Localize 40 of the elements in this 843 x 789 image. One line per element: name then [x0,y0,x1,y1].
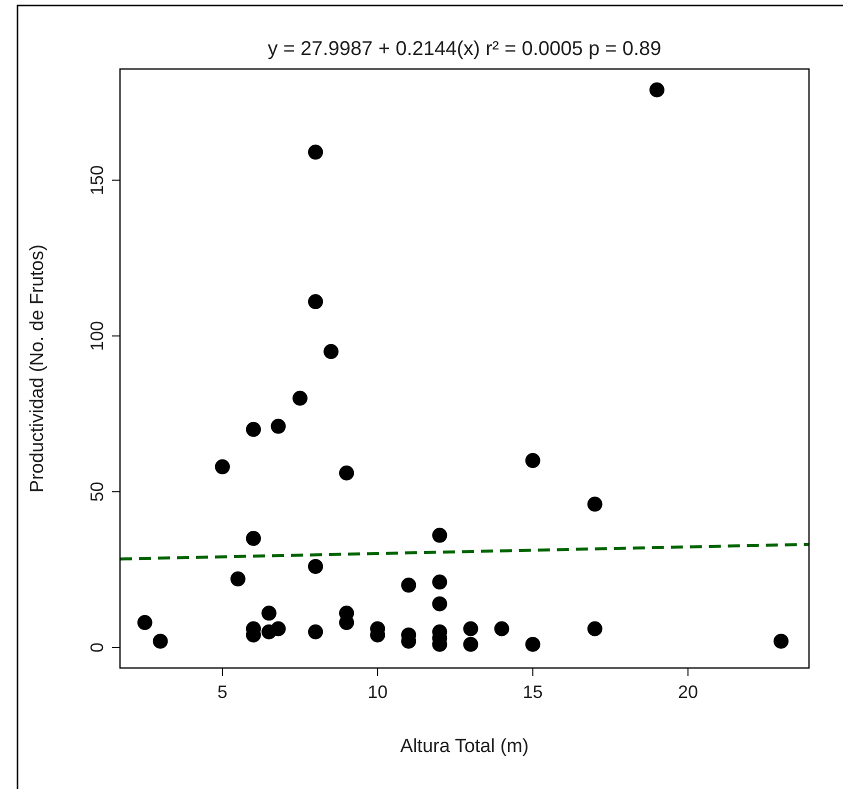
x-tick-label: 15 [522,682,543,702]
point [270,418,286,434]
point [463,636,478,652]
point [774,634,789,649]
point [137,615,152,630]
y-tick-label: 150 [87,165,107,196]
chart-title: y = 27.9987 + 0.2144(x) r² = 0.0005 p = 0.89 [268,38,662,60]
point [494,621,510,636]
point [401,578,416,593]
point [649,82,664,98]
point [324,344,339,360]
y-tick-label: 100 [87,320,107,351]
point [246,530,261,546]
x-tick-label: 10 [368,682,388,702]
point [308,558,324,574]
point [308,144,324,160]
point [432,574,448,590]
point [525,453,540,468]
point [270,621,286,636]
point [587,621,602,636]
x-tick-label: 5 [217,682,228,702]
point [339,466,354,481]
point [463,621,478,636]
point [214,459,230,474]
y-tick-label: 50 [87,482,107,502]
point [308,294,324,310]
point [261,606,276,621]
x-tick-label: 20 [678,682,698,702]
point [432,596,448,612]
point [230,571,246,586]
point [525,636,540,652]
y-axis-title: Productividad (No. de Frutos) [27,244,48,493]
point [587,496,602,512]
x-axis-title: Altura Total (m) [400,736,529,757]
point [432,528,448,543]
point [246,422,261,437]
point [292,390,308,406]
point [152,634,168,649]
y-tick-label: 0 [87,642,107,652]
point [308,624,324,640]
